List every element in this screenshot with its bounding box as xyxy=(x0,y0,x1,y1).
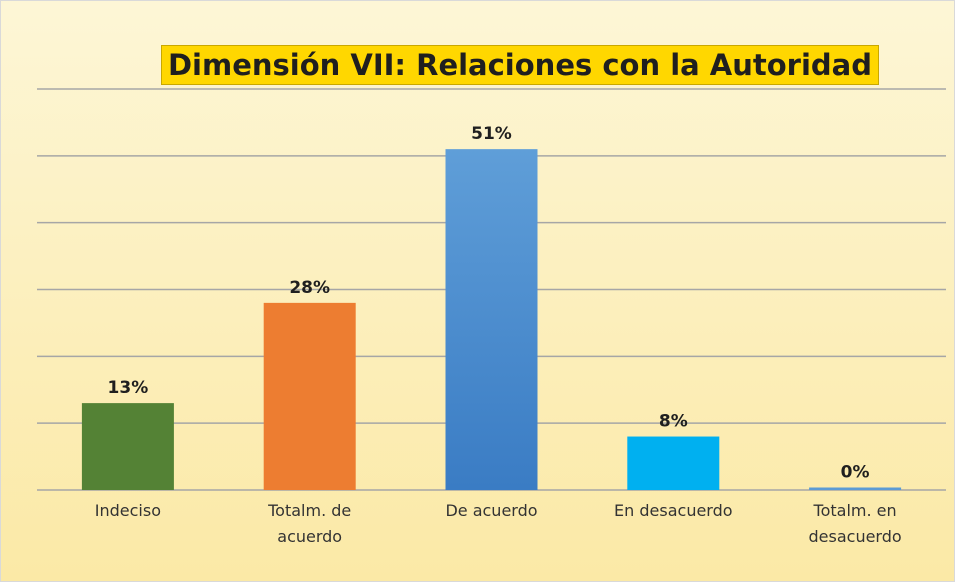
value-label: 8% xyxy=(659,412,688,432)
bar xyxy=(445,149,538,490)
x-tick-label: Totalm. en desacuerdo xyxy=(808,501,902,546)
value-label: 28% xyxy=(289,278,330,298)
value-label: 0% xyxy=(841,463,870,483)
x-tick-label: De acuerdo xyxy=(445,501,538,520)
bar xyxy=(809,487,902,490)
value-label: 13% xyxy=(108,378,149,398)
bar xyxy=(263,302,356,490)
chart-title: Dimensión VII: Relaciones con la Autorid… xyxy=(161,45,879,85)
bar xyxy=(627,436,720,490)
x-tick-label: En desacuerdo xyxy=(614,501,733,520)
value-label: 51% xyxy=(471,124,512,144)
x-tick-label: Totalm. de acuerdo xyxy=(268,501,352,546)
x-tick-label: Indeciso xyxy=(94,501,161,520)
bar xyxy=(81,403,174,490)
